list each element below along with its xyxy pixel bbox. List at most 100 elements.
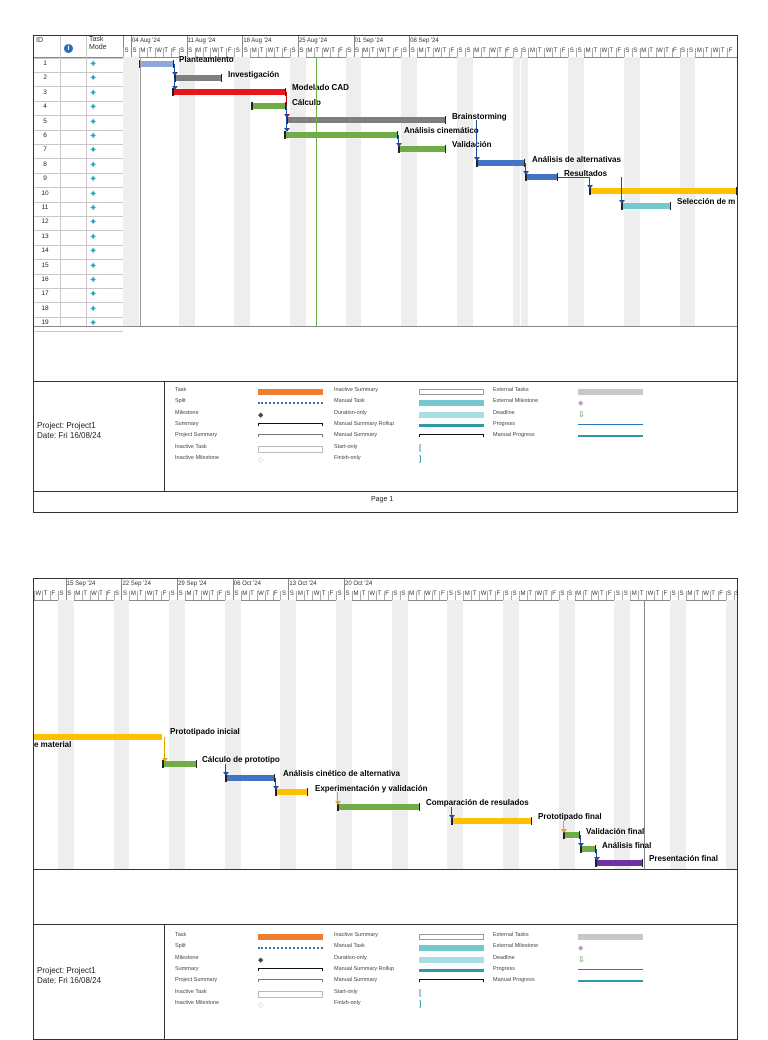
legend-manual-progress-swatch <box>578 980 643 983</box>
info-icon[interactable]: i <box>64 44 73 53</box>
weekday-letter: F <box>496 591 501 597</box>
row-divider <box>34 115 123 117</box>
row-id[interactable]: 1 <box>43 60 47 67</box>
day-divider <box>511 591 512 600</box>
day-divider <box>305 48 307 57</box>
row-id[interactable]: 11 <box>41 204 49 211</box>
task-bar-continued[interactable] <box>34 734 162 740</box>
row-id[interactable]: 3 <box>43 88 47 96</box>
weekday-letter: W <box>712 48 719 54</box>
task-bar[interactable] <box>286 117 446 123</box>
weekday-letter: S <box>625 48 630 54</box>
row-id[interactable]: 9 <box>43 175 47 183</box>
task-bar[interactable] <box>580 846 596 852</box>
row-id[interactable]: 2 <box>43 74 47 82</box>
task-bar[interactable] <box>476 160 525 166</box>
auto-schedule-pin-icon: ✦ <box>89 145 98 157</box>
task-bar[interactable] <box>589 188 737 194</box>
row-id[interactable]: 12 <box>41 218 49 226</box>
weekend-shade <box>288 600 297 869</box>
task-bar[interactable] <box>563 832 580 838</box>
day-divider <box>377 48 379 57</box>
weekday-letter: T <box>386 48 391 54</box>
weekday-letter: W <box>545 48 552 54</box>
legend-task-swatch <box>258 389 323 395</box>
weekday-letter: S <box>633 48 638 54</box>
day-divider <box>630 591 632 600</box>
task-bar[interactable] <box>337 804 420 810</box>
row-id[interactable]: 19 <box>41 319 49 327</box>
day-divider <box>655 48 657 57</box>
day-divider <box>49 591 51 600</box>
row-id[interactable]: 7 <box>43 146 47 154</box>
timescale-header <box>34 36 737 58</box>
task-bar[interactable] <box>251 103 286 109</box>
weekday-letter: M <box>353 591 359 597</box>
task-bar[interactable] <box>398 146 446 152</box>
task-bar[interactable] <box>275 789 308 795</box>
task-bar[interactable] <box>172 89 286 95</box>
weekend-shade <box>464 57 473 326</box>
row-id[interactable]: 17 <box>41 290 49 298</box>
legend-external-milestone-swatch: ◆ <box>578 945 584 953</box>
day-divider <box>266 48 268 57</box>
weekday-letter: W <box>146 591 153 597</box>
weekday-letter: S <box>226 591 231 597</box>
weekday-letter: T <box>553 48 558 54</box>
task-mode-column-header[interactable]: Task Mode <box>89 36 107 52</box>
row-id[interactable]: 18 <box>41 304 49 312</box>
day-divider <box>480 48 482 57</box>
legend-label: Inactive Summary <box>334 932 379 938</box>
bar-end-cap <box>444 116 446 124</box>
id-column-header[interactable]: ID <box>36 37 43 44</box>
weekday-letter: S <box>299 48 304 54</box>
weekday-letter: S <box>577 48 582 54</box>
row-id[interactable]: 13 <box>41 232 49 240</box>
weekend-shade <box>447 600 456 869</box>
row-id[interactable]: 16 <box>41 276 49 283</box>
row-id[interactable]: 8 <box>43 160 47 168</box>
day-divider <box>399 591 401 600</box>
row-id[interactable]: 4 <box>43 103 47 111</box>
legend-label: Manual Summary <box>334 432 378 439</box>
dependency-line <box>558 177 589 178</box>
weekday-letter: S <box>560 591 565 597</box>
row-id[interactable]: 15 <box>41 261 49 269</box>
bar-end-cap <box>195 760 197 768</box>
day-divider <box>479 591 481 600</box>
row-id[interactable]: 10 <box>41 189 49 197</box>
task-bar[interactable] <box>284 132 398 138</box>
task-bar[interactable] <box>174 75 222 81</box>
dependency-arrow <box>395 143 402 147</box>
legend-manual-summary-swatch <box>419 979 484 983</box>
task-label: Selección de m <box>677 197 736 206</box>
dependency-arrow <box>522 171 529 175</box>
task-bar[interactable] <box>451 818 532 824</box>
task-bar[interactable] <box>525 174 558 180</box>
weekend-shade <box>178 57 187 326</box>
row-id[interactable]: 14 <box>41 247 49 255</box>
weekday-letter: T <box>361 591 366 597</box>
task-bar[interactable] <box>139 61 174 67</box>
task-bar[interactable] <box>621 203 671 209</box>
day-divider <box>34 591 35 600</box>
task-bar[interactable] <box>162 761 197 767</box>
legend-label: External Tasks <box>493 932 529 938</box>
legend-summary-swatch <box>258 422 323 426</box>
task-bar[interactable] <box>595 860 643 866</box>
legend-label: Task <box>175 387 187 393</box>
task-label: Análisis de alternativas <box>532 155 621 164</box>
dependency-arrow <box>171 72 178 76</box>
dependency-line <box>596 849 597 859</box>
task-label: Prototipado final <box>538 812 602 821</box>
legend-label: Milestone <box>175 954 199 961</box>
weekday-letter: T <box>472 591 477 597</box>
bar-start-cap <box>225 774 227 782</box>
row-id[interactable]: 5 <box>43 117 47 125</box>
auto-schedule-pin-icon: ✦ <box>89 174 98 186</box>
dependency-arrow <box>586 185 593 189</box>
day-divider <box>304 591 306 600</box>
row-id[interactable]: 6 <box>43 132 47 139</box>
day-divider <box>369 48 371 57</box>
task-bar[interactable] <box>225 775 275 781</box>
